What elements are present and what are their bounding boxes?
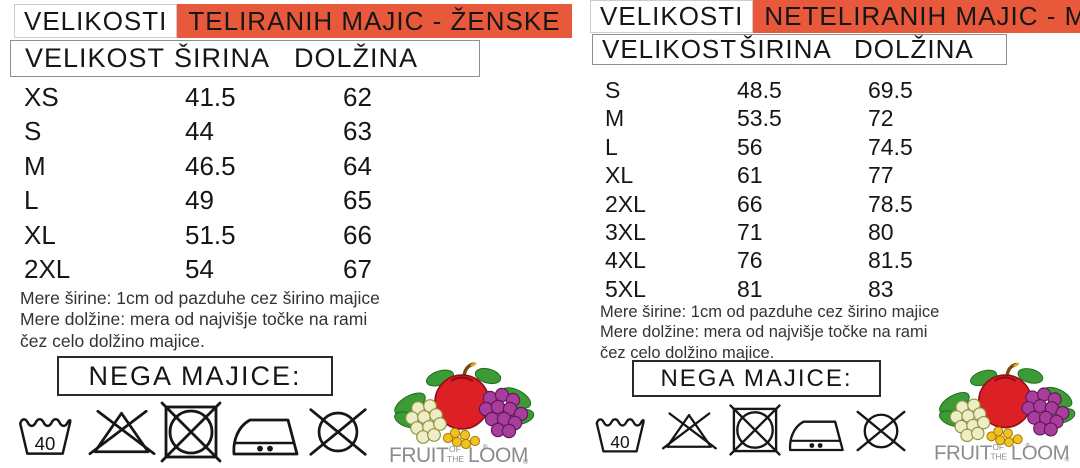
- do-not-tumble-dry-icon: [159, 400, 223, 464]
- measure-notes: Mere širine: 1cm od pazduhe cez širino m…: [20, 288, 380, 352]
- length-cell: 62: [343, 82, 372, 112]
- title-highlight: NETELIRANIH MAJIC - MOŠKI: [753, 0, 1080, 33]
- size-cell: 3XL: [605, 218, 646, 245]
- table-row: 2XL 54 67: [10, 252, 480, 286]
- size-cell: 5XL: [605, 275, 646, 302]
- width-cell: 71: [737, 218, 763, 245]
- table-header-women: VELIKOST ŠIRINA DOLŽINA: [10, 40, 480, 77]
- col-header-width: ŠIRINA: [739, 34, 832, 64]
- size-cell: XS: [24, 82, 59, 112]
- size-cell: L: [24, 185, 39, 216]
- note-line: Mere dolžine: mera od najvišje točke na …: [20, 309, 368, 330]
- wash-40-icon: [591, 413, 649, 455]
- table-row: XS 41.5 62: [10, 80, 480, 114]
- table-row: 2XL 66 78.5: [592, 190, 1012, 218]
- note-line: čez celo dolžino majice.: [20, 330, 205, 351]
- table-row: S 44 63: [10, 114, 480, 148]
- panel-men-title: VELIKOSTI NETELIRANIH MAJIC - MOŠKI: [590, 0, 1080, 33]
- note-line: čez celo dolžino majice.: [600, 343, 775, 362]
- length-cell: 66: [343, 219, 372, 250]
- size-cell: S: [605, 77, 621, 103]
- table-row: M 46.5 64: [10, 149, 480, 183]
- size-cell: S: [24, 116, 42, 147]
- table-row: L 56 74.5: [592, 133, 1012, 161]
- col-header-length: DOLŽINA: [854, 34, 974, 64]
- do-not-bleach-icon: [659, 408, 719, 453]
- do-not-dry-clean-icon: [851, 407, 911, 455]
- size-cell: 2XL: [24, 253, 71, 284]
- note-line: Mere širine: 1cm od pazduhe cez širino m…: [20, 288, 380, 308]
- iron-two-dots-icon: [229, 412, 301, 460]
- table-row: M 53.5 72: [592, 104, 1012, 132]
- width-cell: 54: [185, 253, 214, 284]
- length-cell: 77: [868, 162, 894, 189]
- table-row: S 48.5 69.5: [592, 76, 1012, 104]
- length-cell: 83: [868, 275, 894, 302]
- size-cell: 2XL: [605, 190, 646, 217]
- note-line: Mere dolžine: mera od najvišje točke na …: [600, 323, 928, 342]
- col-header-size: VELIKOST: [25, 43, 166, 73]
- width-cell: 81: [737, 275, 763, 302]
- table-row: 5XL 81 83: [592, 275, 1012, 303]
- col-header-size: VELIKOST: [602, 34, 738, 64]
- length-cell: 67: [343, 253, 372, 284]
- size-cell: L: [605, 133, 618, 160]
- length-cell: 80: [868, 218, 894, 245]
- measure-notes: Mere širine: 1cm od pazduhe cez širino m…: [600, 302, 939, 363]
- do-not-dry-clean-icon: [303, 405, 373, 459]
- length-cell: 64: [343, 150, 372, 181]
- wash-40-icon: [14, 412, 76, 458]
- length-cell: 65: [343, 185, 372, 216]
- size-cell: XL: [24, 219, 56, 250]
- note-line: Mere širine: 1cm od pazduhe cez širino m…: [600, 303, 940, 321]
- width-cell: 61: [737, 162, 763, 189]
- size-cell: M: [24, 150, 46, 181]
- table-row: XL 51.5 66: [10, 218, 480, 252]
- title-prefix: VELIKOSTI: [14, 4, 178, 38]
- iron-two-dots-icon: [786, 415, 846, 455]
- size-table-men: S 48.5 69.5 M 53.5 72 L 56 74.5 XL 61 77…: [592, 76, 1012, 303]
- title-highlight: TELIRANIH MAJIC - ŽENSKE: [177, 4, 572, 38]
- fruit-of-the-loom-logo: [933, 356, 1080, 466]
- table-header-men: VELIKOST ŠIRINA DOLŽINA: [592, 34, 1007, 65]
- width-cell: 51.5: [185, 219, 236, 250]
- fruit-of-the-loom-logo: [388, 356, 540, 468]
- title-prefix: VELIKOSTI: [590, 0, 754, 33]
- do-not-bleach-icon: [85, 406, 158, 458]
- width-cell: 53.5: [737, 105, 782, 132]
- width-cell: 56: [737, 133, 763, 160]
- do-not-tumble-dry-icon: [728, 401, 782, 459]
- width-cell: 46.5: [185, 150, 236, 181]
- width-cell: 66: [737, 190, 763, 217]
- length-cell: 81.5: [868, 247, 913, 274]
- length-cell: 69.5: [868, 77, 913, 103]
- panel-women-title: VELIKOSTI TELIRANIH MAJIC - ŽENSKE: [14, 4, 572, 38]
- size-cell: M: [605, 105, 625, 132]
- width-cell: 44: [185, 116, 214, 147]
- table-row: 4XL 76 81.5: [592, 246, 1012, 274]
- length-cell: 72: [868, 105, 894, 132]
- size-cell: 4XL: [605, 247, 646, 274]
- care-title-box: NEGA MAJICE:: [632, 360, 881, 397]
- table-row: XL 61 77: [592, 161, 1012, 189]
- table-row: L 49 65: [10, 183, 480, 217]
- col-header-width: ŠIRINA: [174, 43, 271, 73]
- width-cell: 49: [185, 185, 214, 216]
- size-cell: XL: [605, 162, 634, 189]
- width-cell: 41.5: [185, 82, 236, 112]
- care-title: NEGA MAJICE:: [660, 364, 853, 392]
- length-cell: 78.5: [868, 190, 913, 217]
- length-cell: 74.5: [868, 133, 913, 160]
- col-header-length: DOLŽINA: [294, 43, 419, 73]
- width-cell: 76: [737, 247, 763, 274]
- care-title-box: NEGA MAJICE:: [57, 356, 333, 396]
- table-row: 3XL 71 80: [592, 218, 1012, 246]
- care-title: NEGA MAJICE:: [88, 360, 302, 391]
- size-table-women: XS 41.5 62 S 44 63 M 46.5 64 L 49 65 XL: [10, 80, 480, 286]
- length-cell: 63: [343, 116, 372, 147]
- width-cell: 48.5: [737, 77, 782, 103]
